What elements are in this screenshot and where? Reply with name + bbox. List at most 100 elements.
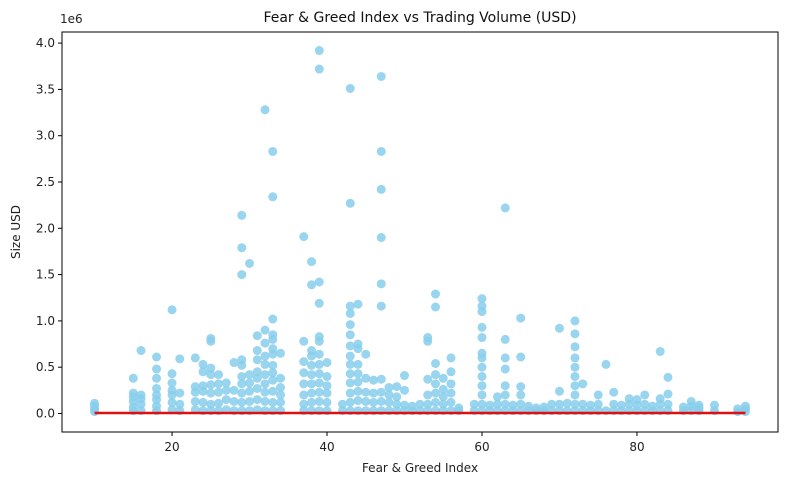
y-tick-label: 1.5	[36, 268, 55, 282]
scatter-point	[245, 396, 255, 406]
scatter-point	[268, 360, 278, 370]
scatter-point	[554, 323, 564, 333]
scatter-point	[469, 399, 479, 409]
scatter-point	[237, 243, 247, 253]
scatter-point	[322, 397, 332, 407]
scatter-point	[314, 349, 324, 359]
scatter-point	[198, 397, 208, 407]
scatter-point	[431, 388, 440, 398]
scatter-point	[198, 359, 208, 369]
scatter-point	[601, 359, 611, 369]
scatter-point	[431, 289, 440, 299]
scatter-point	[221, 395, 231, 405]
scatter-point	[237, 371, 247, 381]
scatter-point	[361, 349, 371, 359]
scatter-point	[500, 364, 510, 374]
scatter-point	[353, 299, 363, 309]
scatter-point	[214, 398, 224, 408]
scatter-point	[322, 371, 332, 381]
scatter-point	[314, 332, 324, 342]
scatter-point	[152, 352, 162, 362]
scatter-point	[245, 258, 255, 268]
y-tick-label: 0.0	[36, 406, 55, 420]
scatter-point	[593, 390, 603, 400]
scatter-point	[190, 382, 200, 392]
scatter-point	[252, 367, 262, 377]
scatter-point	[299, 379, 309, 389]
scatter-point	[322, 381, 332, 391]
scatter-point	[214, 370, 224, 380]
scatter-point	[369, 397, 379, 407]
scatter-point	[477, 390, 487, 400]
scatter-point	[206, 333, 216, 343]
scatter-point	[539, 402, 549, 412]
scatter-point	[206, 388, 216, 398]
scatter-point	[175, 354, 185, 364]
x-axis-ticks: 20 40 60 80	[164, 432, 645, 454]
scatter-point	[252, 395, 262, 405]
scatter-point	[353, 339, 363, 349]
scatter-point	[477, 371, 487, 381]
scatter-point	[609, 387, 619, 397]
scatter-point	[206, 399, 216, 409]
scatter-point	[740, 401, 750, 411]
scatter-point	[214, 379, 224, 389]
scatter-point	[268, 146, 278, 156]
scatter-point	[500, 353, 510, 363]
scatter-point	[500, 203, 510, 213]
scatter-point	[167, 397, 177, 407]
scatter-point	[384, 397, 394, 407]
scatter-point	[245, 378, 255, 388]
scatter-point	[438, 392, 448, 402]
scatter-point	[415, 399, 425, 409]
scatter-point	[221, 385, 231, 395]
scatter-point	[276, 383, 286, 393]
scatter-point	[516, 352, 526, 362]
scatter-point	[345, 369, 355, 379]
scatter-point	[252, 373, 262, 383]
scatter-point	[477, 294, 487, 304]
scatter-point	[345, 301, 355, 311]
scatter-point	[431, 379, 440, 389]
scatter-point	[423, 374, 433, 384]
scatter-point	[307, 370, 317, 380]
scatter-point	[314, 369, 324, 379]
scatter-point	[307, 397, 317, 407]
scatter-point	[400, 371, 409, 381]
scatter-point	[299, 368, 309, 378]
scatter-point	[632, 395, 642, 405]
scatter-point	[570, 371, 580, 381]
scatter-point	[709, 400, 719, 410]
scatter-point	[268, 397, 278, 407]
scatter-point	[477, 333, 487, 343]
scatter-point	[237, 379, 247, 389]
scatter-point	[268, 386, 278, 396]
scatter-point	[554, 386, 564, 396]
scatter-point	[523, 401, 533, 411]
scatter-point	[237, 397, 247, 407]
scatter-point	[345, 397, 355, 407]
scatter-point	[694, 400, 704, 410]
x-tick-label: 60	[474, 440, 489, 454]
scatter-point	[477, 301, 487, 311]
scatter-point	[547, 399, 557, 409]
scatter-point	[616, 400, 626, 410]
scatter-point	[314, 298, 324, 308]
scatter-point	[260, 105, 270, 115]
y-axis-label: Size USD	[9, 205, 23, 259]
scatter-point	[237, 355, 247, 365]
chart-title: Fear & Greed Index vs Trading Volume (US…	[263, 10, 576, 26]
scatter-point	[423, 390, 433, 400]
scatter-point	[299, 399, 309, 409]
scatter-point	[570, 342, 580, 352]
scatter-point	[438, 373, 448, 383]
scatter-point	[578, 379, 588, 389]
scatter-point	[260, 359, 270, 369]
scatter-point	[624, 394, 634, 404]
scatter-point	[640, 399, 650, 409]
scatter-point	[454, 403, 464, 413]
scatter-point	[400, 400, 409, 410]
scatter-point	[516, 399, 526, 409]
scatter-point	[361, 396, 371, 406]
scatter-point	[345, 308, 355, 318]
